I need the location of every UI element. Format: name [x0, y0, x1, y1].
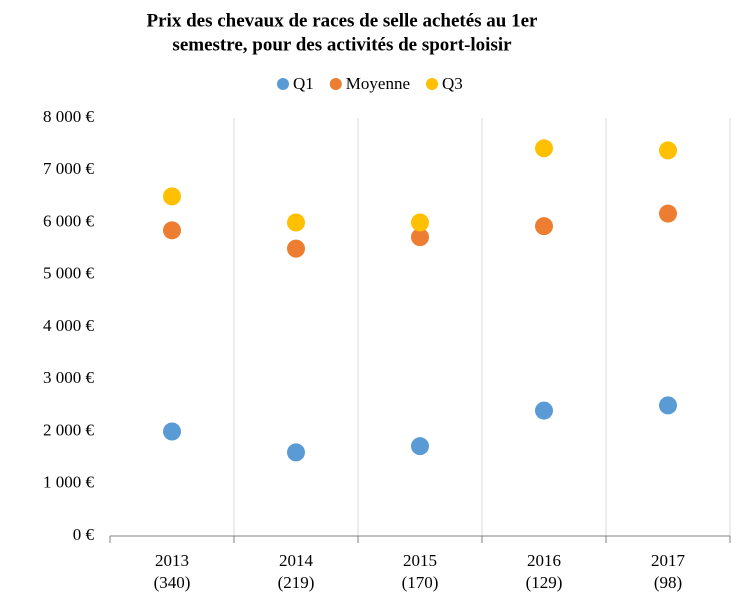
legend-marker — [329, 78, 342, 90]
x-tick-label: 2016 — [527, 551, 561, 570]
y-tick-label: 7 000 € — [43, 159, 95, 178]
point — [163, 221, 181, 240]
point — [535, 401, 553, 420]
y-tick-label: 8 000 € — [43, 107, 95, 126]
x-tick-label: (170) — [402, 573, 439, 592]
y-tick-label: 3 000 € — [43, 368, 95, 387]
legend-label: Q3 — [442, 74, 463, 93]
legend-label: Q1 — [293, 74, 314, 93]
x-tick-label: 2013 — [155, 551, 189, 570]
point — [659, 204, 677, 223]
y-tick-label: 0 € — [73, 525, 95, 544]
legend-marker — [426, 78, 438, 90]
point — [535, 139, 553, 158]
point — [287, 239, 305, 258]
x-tick-label: (340) — [154, 573, 191, 592]
legend-label: Moyenne — [346, 74, 410, 93]
chart-title: Prix des chevaux de races de selle achet… — [147, 10, 539, 31]
point — [163, 422, 181, 441]
y-tick-label: 4 000 € — [43, 316, 95, 335]
x-tick-label: (219) — [278, 573, 315, 592]
x-tick-label: 2015 — [403, 551, 437, 570]
x-tick-label: (98) — [654, 573, 682, 592]
y-tick-label: 6 000 € — [43, 211, 95, 230]
y-tick-label: 5 000 € — [43, 264, 95, 283]
y-tick-label: 2 000 € — [43, 420, 95, 439]
x-tick-label: 2014 — [279, 551, 314, 570]
point — [411, 213, 429, 232]
y-tick-label: 1 000 € — [43, 473, 95, 492]
point — [287, 213, 305, 232]
point — [659, 141, 677, 160]
chart-title: semestre, pour des activités de sport-lo… — [172, 34, 512, 55]
point — [163, 187, 181, 206]
x-tick-label: (129) — [526, 573, 563, 592]
point — [659, 396, 677, 415]
point — [287, 443, 305, 462]
point — [411, 437, 429, 456]
x-tick-label: 2017 — [651, 551, 686, 570]
point — [535, 217, 553, 236]
legend-marker — [277, 78, 289, 90]
point — [411, 228, 429, 247]
